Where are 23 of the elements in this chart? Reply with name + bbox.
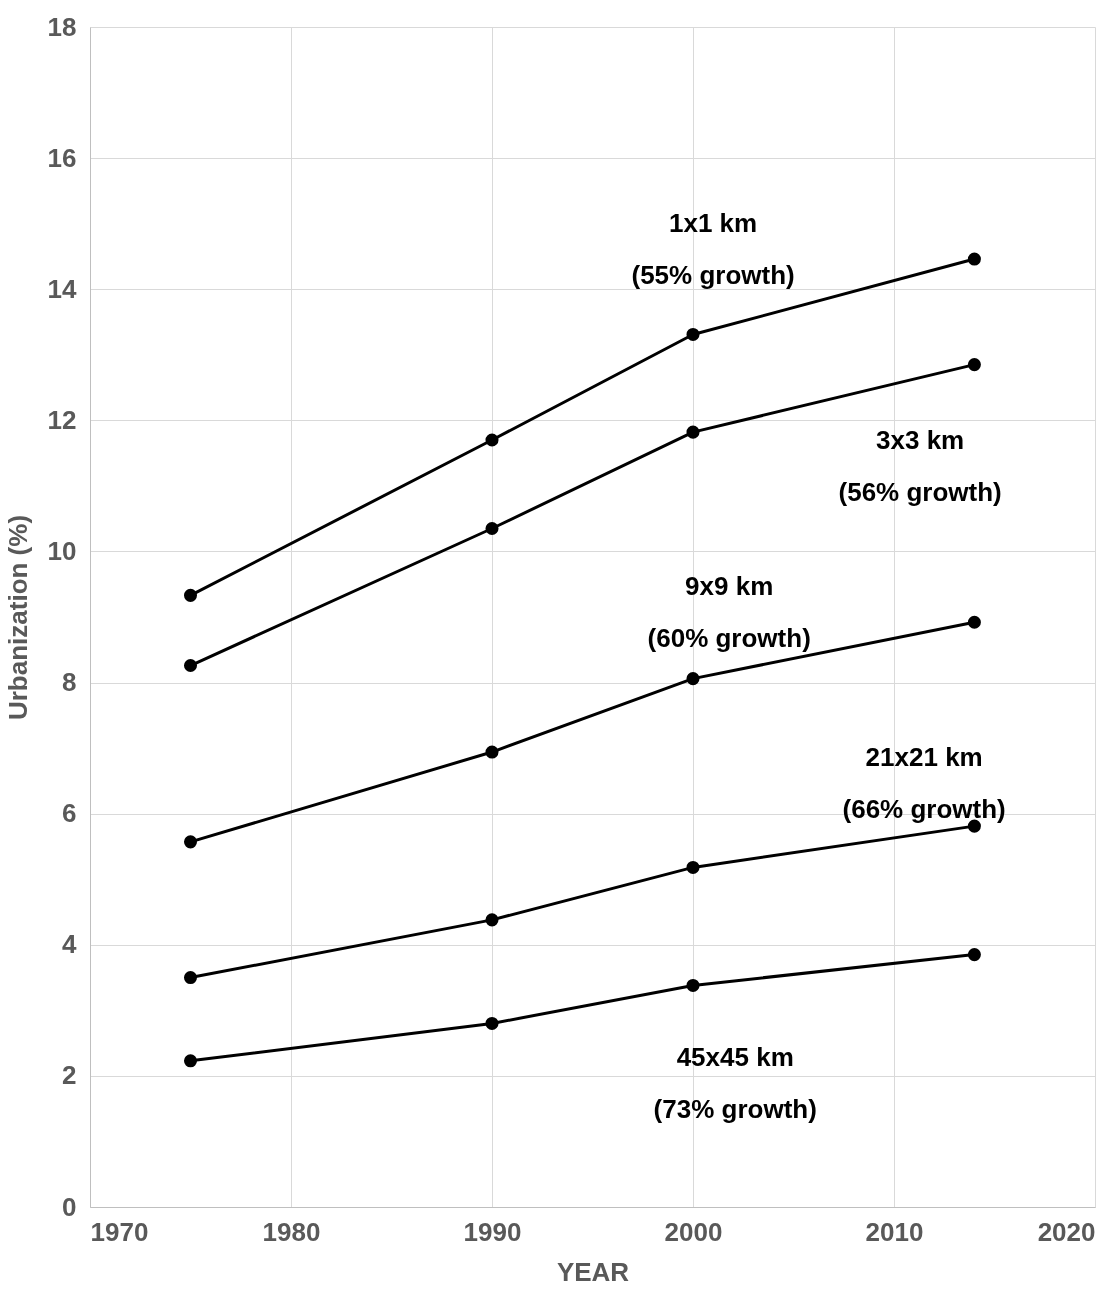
x-tick-label: 2010 [865,1216,924,1247]
x-tick-label: 1980 [262,1216,321,1247]
y-axis-title: Urbanization (%) [2,514,33,721]
y-tick-label: 16 [47,142,77,173]
x-tick-label: 2020 [1037,1216,1096,1247]
y-tick-label: 2 [62,1060,77,1091]
series-label: 9x9 km (60% growth) [647,570,811,653]
y-tick-label: 6 [62,798,77,829]
x-axis-title: YEAR [556,1256,630,1287]
y-tick-label: 14 [47,273,78,304]
x-tick-label: 1970 [90,1216,149,1247]
series-label: 3x3 km (56% growth) [838,425,1002,508]
series-label: 45x45 km (73% growth) [653,1041,817,1124]
y-tick-label: 18 [47,11,77,42]
series-label: 1x1 km (55% growth) [631,207,795,290]
x-tick-label: 1990 [463,1216,522,1247]
y-tick-label: 12 [47,404,77,435]
x-tick-label: 2000 [664,1216,723,1247]
series-label: 21x21 km (66% growth) [842,741,1006,824]
y-tick-label: 0 [62,1191,77,1222]
y-tick-label: 8 [62,667,77,698]
y-tick-label: 10 [47,535,77,566]
y-tick-label: 4 [62,929,78,960]
